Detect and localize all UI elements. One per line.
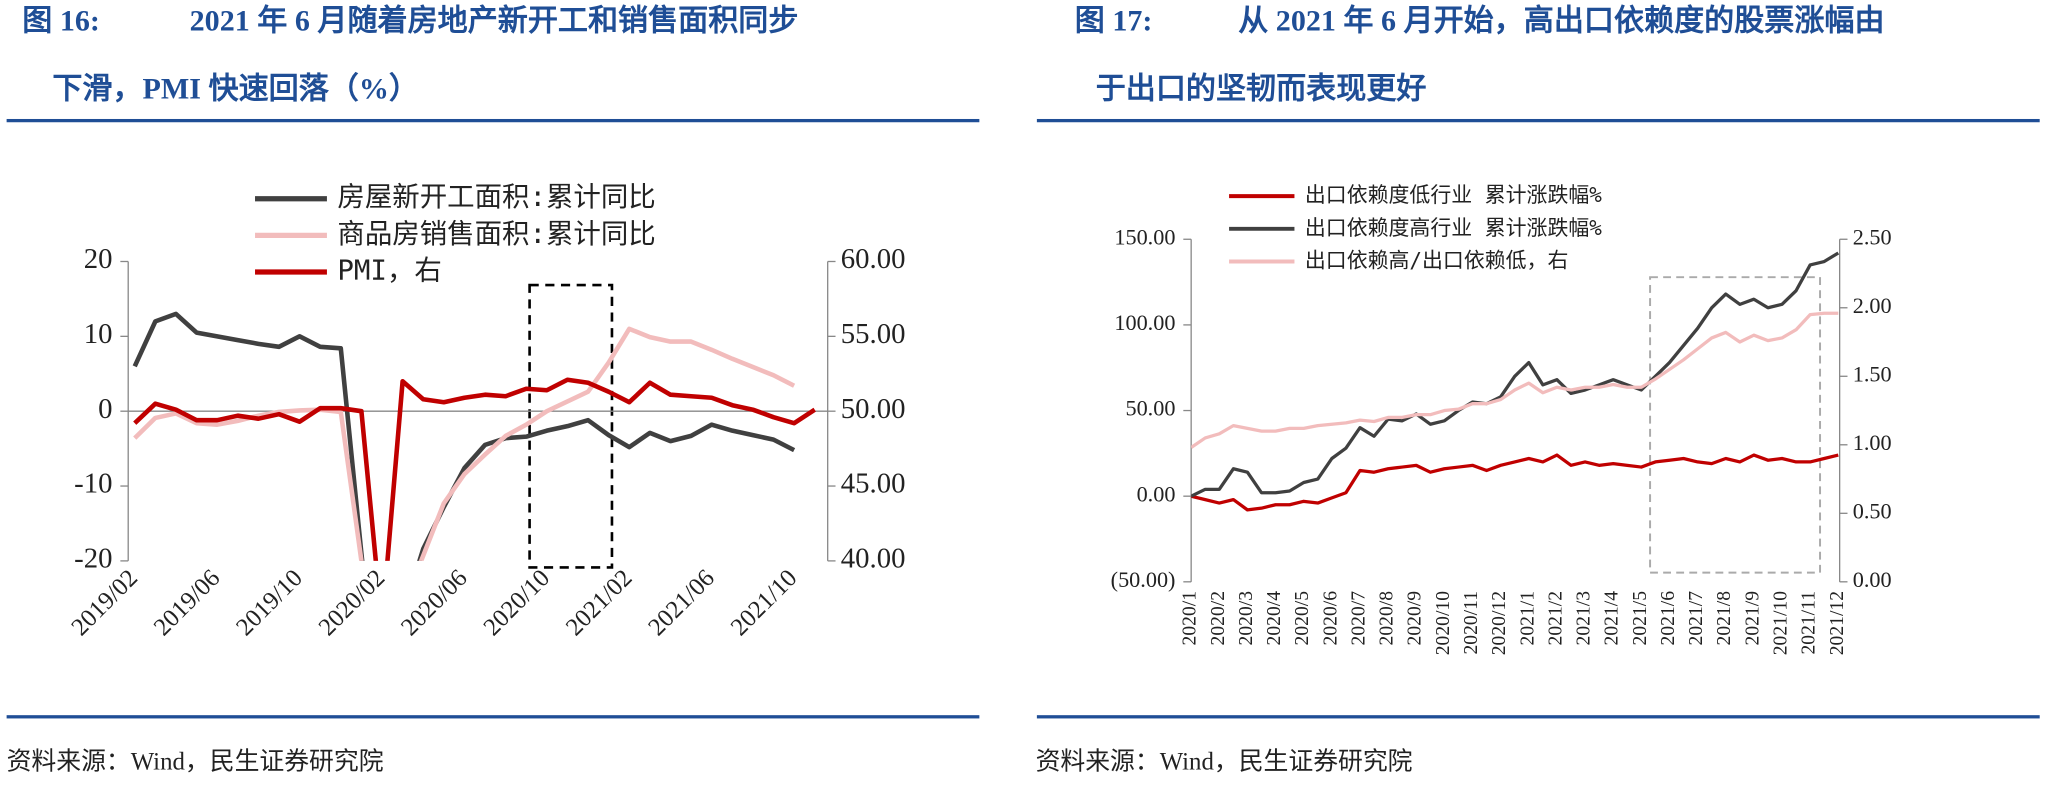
- x-tick-label: 2020/9: [1405, 591, 1426, 645]
- x-tick-label: 2021/9: [1742, 591, 1763, 645]
- x-tick-label: 2020/6: [1320, 591, 1341, 646]
- y-tick-label: 0: [98, 393, 112, 425]
- x-tick-label: 2021/5: [1630, 591, 1651, 646]
- x-tick-label: 2021/7: [1686, 591, 1707, 646]
- source: 资料来源：Wind，民生证券研究院: [1036, 747, 1413, 775]
- x-tick-label: 2021/10: [726, 564, 803, 641]
- legend-label: 出口依赖高/出口依赖低，右: [1305, 248, 1568, 272]
- series-line: [133, 377, 816, 561]
- figure-label: 图 16:: [22, 3, 100, 37]
- x-tick-label: 2019/10: [231, 564, 308, 641]
- rule: [1036, 118, 2040, 123]
- x-tick-label: 2020/1: [1180, 591, 1201, 645]
- y-tick-label: -20: [74, 542, 112, 574]
- figure-label: 图 17:: [1075, 3, 1153, 37]
- legend-label: 商品房销售面积:累计同比: [337, 219, 655, 250]
- series-line: [1191, 311, 1839, 449]
- y2-tick-label: 2.00: [1853, 293, 1892, 318]
- x-tick-label: 2019/02: [66, 564, 143, 641]
- rule: [1036, 715, 2040, 719]
- x-tick-label: 2021/11: [1799, 591, 1820, 655]
- legend-label: 出口依赖度低行业 累计涨跌幅%: [1305, 183, 1602, 207]
- y-tick-label: 20: [84, 243, 113, 275]
- x-tick-label: 2020/10: [478, 564, 555, 641]
- x-tick-label: 2020/11: [1461, 591, 1482, 655]
- source: 资料来源：Wind，民生证券研究院: [7, 747, 384, 775]
- x-tick-label: 2021/4: [1602, 591, 1623, 646]
- x-tick-label: 2021/06: [643, 564, 720, 641]
- y2-tick-label: 1.50: [1853, 361, 1892, 386]
- y2-tick-label: 45.00: [841, 468, 906, 500]
- y2-tick-label: 0.00: [1853, 567, 1892, 592]
- y-tick-label: 0.00: [1137, 481, 1176, 506]
- x-tick-label: 2021/2: [1545, 591, 1566, 645]
- x-tick-label: 2020/12: [1489, 591, 1510, 655]
- y2-tick-label: 2.50: [1853, 224, 1892, 249]
- x-tick-label: 2020/10: [1433, 591, 1454, 655]
- y2-tick-label: 60.00: [841, 243, 906, 275]
- highlight-box: [528, 283, 614, 569]
- highlight-box: [1649, 276, 1822, 574]
- x-tick-label: 2020/4: [1264, 591, 1285, 646]
- x-tick-label: 2021/10: [1771, 591, 1792, 655]
- rule: [6, 118, 980, 123]
- series-line: [1191, 251, 1840, 498]
- x-tick-label: 2020/5: [1292, 591, 1313, 646]
- y2-tick-label: 55.00: [841, 318, 906, 350]
- y-tick-label: 10: [84, 318, 113, 350]
- x-tick-label: 2019/06: [149, 564, 226, 641]
- x-tick-label: 2021/12: [1827, 591, 1848, 655]
- x-tick-label: 2021/6: [1658, 591, 1679, 646]
- x-tick-label: 2020/06: [396, 564, 473, 641]
- legend-label: PMI，右: [337, 255, 441, 286]
- x-tick-label: 2020/2: [1208, 591, 1229, 645]
- series-line: [132, 311, 796, 561]
- title-line: 从 2021 年 6 月开始，高出口依赖度的股票涨幅由: [1238, 3, 1884, 37]
- y-tick-label: 50.00: [1125, 396, 1175, 421]
- x-tick-label: 2020/3: [1236, 591, 1257, 646]
- rule: [6, 715, 980, 719]
- x-tick-label: 2021/8: [1714, 591, 1735, 646]
- title-line: 于出口的坚韧而表现更好: [1096, 71, 1427, 105]
- x-tick-label: 2021/02: [561, 564, 638, 641]
- y2-tick-label: 40.00: [841, 542, 906, 574]
- x-tick-label: 2021/1: [1517, 591, 1538, 645]
- y2-tick-label: 50.00: [841, 393, 906, 425]
- y2-tick-label: 0.50: [1853, 498, 1892, 523]
- y-tick-label: (50.00): [1111, 567, 1176, 592]
- y2-tick-label: 1.00: [1853, 430, 1892, 455]
- x-tick-label: 2020/02: [314, 564, 391, 641]
- series-line: [133, 326, 796, 561]
- y-tick-label: 100.00: [1114, 310, 1175, 335]
- y-tick-label: 150.00: [1114, 224, 1175, 249]
- title-line: 2021 年 6 月随着房地产新开工和销售面积同步: [190, 3, 799, 37]
- legend-label: 出口依赖度高行业 累计涨跌幅%: [1305, 216, 1602, 240]
- x-tick-label: 2020/7: [1348, 591, 1369, 646]
- title-line: 下滑，PMI 快速回落（%）: [52, 71, 419, 105]
- x-tick-label: 2021/3: [1574, 591, 1595, 646]
- x-tick-label: 2020/8: [1377, 591, 1398, 646]
- y-tick-label: -10: [74, 468, 112, 500]
- series-line: [1191, 453, 1839, 512]
- legend-label: 房屋新开工面积:累计同比: [337, 182, 655, 213]
